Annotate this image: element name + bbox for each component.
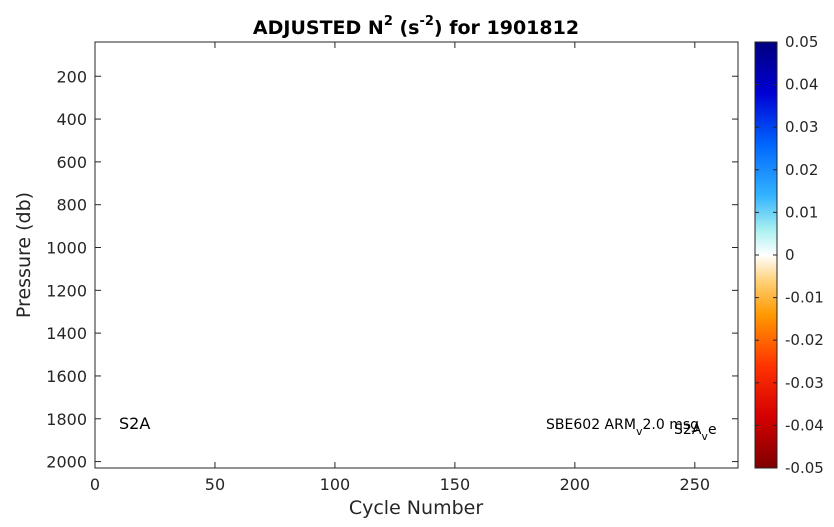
annotation-right-subscript-2: v	[701, 430, 708, 443]
annotation-right-part-3: e	[708, 422, 717, 438]
chart-title-mid: (s	[393, 17, 420, 39]
annotation-right-overlap-a: msg	[669, 417, 699, 433]
colorbar-tick-label: -0.03	[785, 374, 824, 392]
chart-title: ADJUSTED N2 (s-2) for 1901812	[253, 14, 579, 39]
y-tick-label: 1600	[46, 367, 87, 386]
plot-area	[94, 41, 739, 469]
chart-title-superscript-2: -2	[419, 14, 433, 29]
chart-title-end: ) for 1901812	[434, 17, 579, 39]
y-tick-label: 400	[56, 110, 87, 129]
x-axis-tick-labels: 0 50 100 150 200 250	[90, 475, 710, 494]
y-tick-label: 2000	[46, 453, 87, 472]
x-tick-label: 150	[440, 475, 471, 494]
y-tick-label: 1800	[46, 410, 87, 429]
annotation-left: S2A	[119, 414, 150, 433]
y-axis-ticks	[95, 75, 738, 463]
annotation-right: SBE602 ARMv2.0 msg S2Ave	[546, 417, 717, 443]
colorbar-tick-label: 0.02	[785, 161, 818, 179]
annotation-right-overlap-text: S2Ave	[674, 422, 717, 443]
y-tick-label: 800	[56, 196, 87, 215]
colorbar-tick-label: -0.02	[785, 331, 824, 349]
colorbar-tick-label: 0	[785, 246, 795, 264]
x-axis-title: Cycle Number	[349, 497, 483, 519]
colorbar-tick-label: 0.04	[785, 76, 818, 94]
y-tick-label: 1200	[46, 281, 87, 300]
y-tick-label: 1000	[46, 239, 87, 258]
x-axis-ticks	[94, 42, 696, 468]
annotation-right-subscript-1: v	[636, 425, 643, 438]
y-axis-tick-labels: 200 400 600 800 1000 1200 1400 1600 1800 2000	[46, 67, 87, 471]
y-tick-label: 200	[56, 67, 87, 86]
chart-title-superscript-1: 2	[384, 14, 393, 29]
annotation-right-overlap-b: S2A	[674, 422, 702, 438]
colorbar-tick-label: -0.04	[785, 416, 824, 434]
x-tick-label: 0	[90, 475, 100, 494]
x-tick-label: 250	[680, 475, 711, 494]
x-tick-label: 200	[560, 475, 591, 494]
y-tick-label: 600	[56, 153, 87, 172]
x-tick-label: 100	[320, 475, 351, 494]
colorbar-ticks	[755, 41, 777, 469]
colorbar-tick-label: 0.05	[785, 33, 818, 51]
y-axis-title: Pressure (db)	[13, 192, 35, 318]
colorbar-tick-label: 0.03	[785, 118, 818, 136]
annotation-right-part-2: 2.0	[642, 417, 669, 433]
x-tick-label: 50	[205, 475, 225, 494]
colorbar-tick-label: 0.01	[785, 203, 818, 221]
annotation-right-text: SBE602 ARMv2.0 msg	[546, 417, 699, 438]
colorbar-tick-labels: 0.05 0.04 0.03 0.02 0.01 0 -0.01 -0.02 -0.03 -0.0…	[785, 33, 824, 477]
colorbar-tick-label: -0.01	[785, 289, 824, 307]
chart-title-text: ADJUSTED N	[253, 17, 384, 39]
colorbar-tick-label: -0.05	[785, 459, 824, 477]
y-tick-label: 1400	[46, 324, 87, 343]
annotation-right-part-1: SBE602 ARM	[546, 417, 636, 433]
